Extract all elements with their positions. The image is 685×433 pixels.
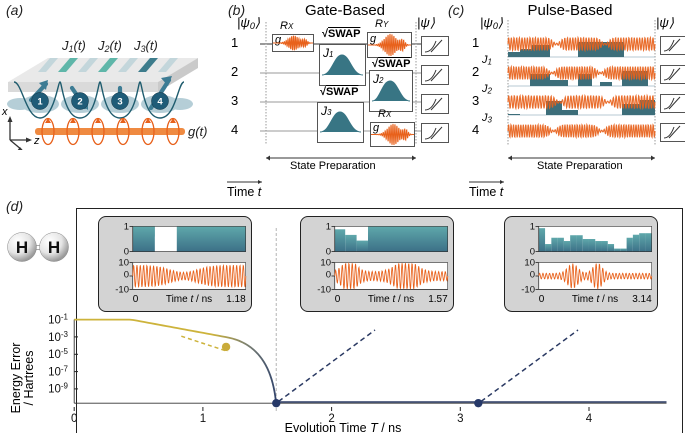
svg-text:|ψ⟩: |ψ⟩ [417, 15, 435, 30]
svg-text:z: z [33, 135, 40, 147]
svg-text:10-1: 10-1 [48, 313, 68, 327]
svg-text:1: 1 [200, 413, 206, 425]
svg-text:g(t): g(t) [188, 124, 208, 139]
svg-text:1: 1 [231, 35, 238, 50]
svg-text:|ψ0⟩: |ψ0⟩ [237, 15, 260, 31]
svg-text:10-9: 10-9 [48, 382, 68, 396]
svg-text:x: x [1, 106, 8, 118]
svg-text:4: 4 [157, 97, 163, 108]
svg-text:/ Hartrees: / Hartrees [22, 351, 36, 406]
svg-text:Energy Error: Energy Error [9, 343, 23, 414]
svg-text:2: 2 [231, 64, 238, 79]
svg-text:J1(t): J1(t) [61, 38, 86, 54]
svg-text:2: 2 [77, 97, 82, 108]
svg-text:State Preparation: State Preparation [290, 160, 376, 170]
svg-text:3: 3 [117, 97, 122, 108]
svg-text:J2(t): J2(t) [97, 38, 122, 54]
svg-text:10-7: 10-7 [48, 364, 68, 378]
svg-text:4: 4 [586, 413, 593, 425]
svg-text:10-3: 10-3 [48, 330, 68, 344]
svg-text:1: 1 [37, 97, 43, 108]
svg-text:Evolution Time T / ns: Evolution Time T / ns [285, 421, 402, 433]
svg-text:J3(t): J3(t) [133, 38, 158, 54]
svg-text:10-5: 10-5 [48, 347, 68, 361]
svg-text:3: 3 [457, 413, 463, 425]
svg-text:4: 4 [231, 122, 238, 137]
svg-text:0: 0 [71, 413, 77, 425]
svg-text:3: 3 [231, 93, 238, 108]
